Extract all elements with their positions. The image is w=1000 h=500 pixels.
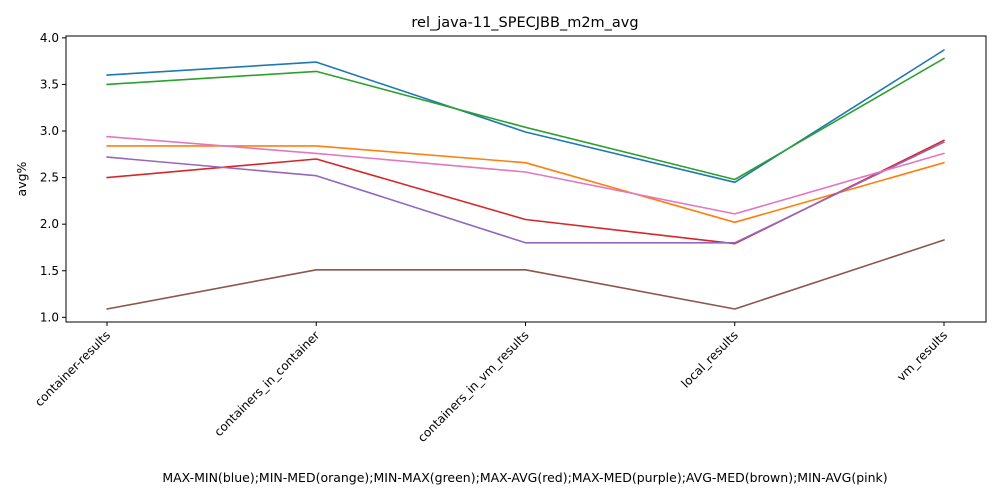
x-tick-label: vm_results xyxy=(894,328,950,384)
series-layer xyxy=(106,49,945,310)
series-line-1 xyxy=(106,49,945,184)
series-line-5 xyxy=(106,141,945,244)
series-line-6 xyxy=(106,239,945,310)
series-line-2 xyxy=(106,145,945,224)
y-tick-label: 1.0 xyxy=(40,310,59,324)
y-tick-label: 1.5 xyxy=(40,264,59,278)
y-tick-label: 4.0 xyxy=(40,31,59,45)
series-line-3 xyxy=(106,57,945,181)
x-tick-label: containers_in_vm_results xyxy=(415,328,532,445)
y-axis: 1.0 1.5 2.0 2.5 3.0 3.5 4.0 xyxy=(40,31,66,324)
x-tick-label: container-results xyxy=(32,328,113,409)
x-axis-label: MAX-MIN(blue);MIN-MED(orange);MIN-MAX(gr… xyxy=(162,470,887,485)
series-line-7 xyxy=(106,135,945,215)
x-axis: container-results containers_in_container… xyxy=(32,322,950,445)
chart-title: rel_java-11_SPECJBB_m2m_avg xyxy=(411,15,638,31)
y-tick-label: 2.5 xyxy=(40,171,59,185)
series-line-4 xyxy=(106,139,945,245)
y-tick-label: 3.5 xyxy=(40,77,59,91)
x-tick-label: containers_in_container xyxy=(211,328,322,439)
y-tick-label: 3.0 xyxy=(40,124,59,138)
y-tick-label: 2.0 xyxy=(40,217,59,231)
y-axis-label: avg% xyxy=(14,161,29,196)
x-tick-label: local_results xyxy=(679,328,741,390)
